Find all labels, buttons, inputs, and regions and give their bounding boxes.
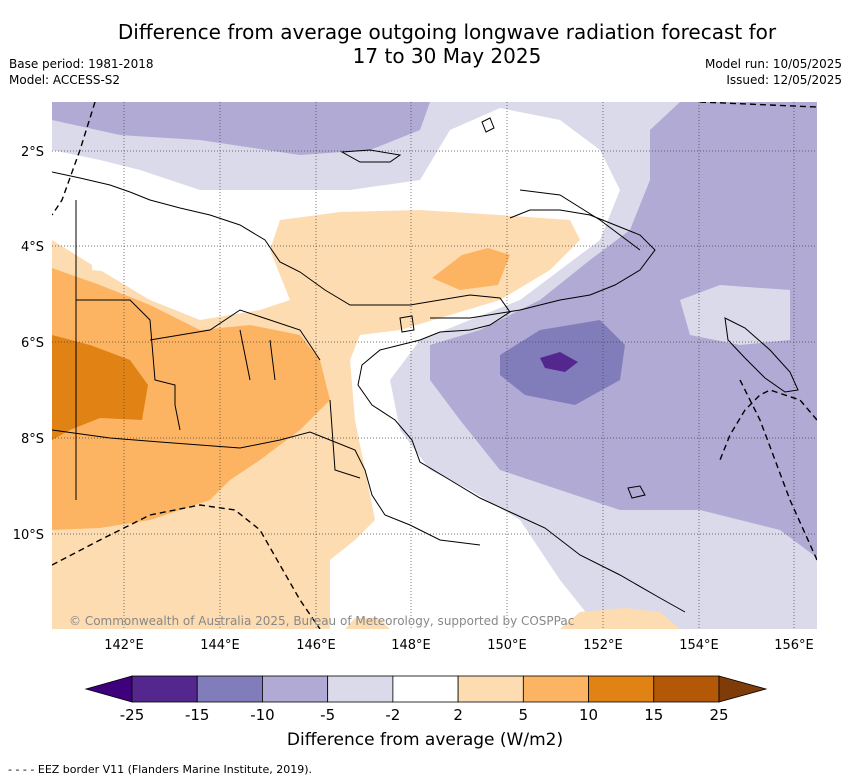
lon-label-154e: 154°E [679,638,719,653]
island-3 [627,485,646,499]
colorbar-label: Difference from average (W/m2) [286,730,564,750]
bougainville-coast [724,317,799,393]
title-line-2: 17 to 30 May 2025 [352,44,542,68]
latitude-labels: 2°S 4°S 6°S 8°S 10°S [13,145,44,543]
colorbar-tick-label: 25 [709,706,728,724]
anomaly-region-purple-6 [540,352,578,372]
anomaly-region-orange-1 [52,210,580,629]
colorbar-bin [653,675,720,703]
colorbar-tick-label: 5 [519,706,529,724]
new-guinea-coast [52,171,686,613]
south-coast [52,429,481,546]
meta-left: Base period: 1981-2018 Model: ACCESS-S2 [9,56,154,88]
lat-label-6s: 6°S [21,336,44,351]
lat-label-8s: 8°S [21,432,44,447]
colorbar-bin [131,675,198,703]
anomaly-region-white-1 [92,240,245,300]
lon-label-144e: 144°E [200,638,240,653]
colorbar-tick-label: -10 [250,706,275,724]
colorbar-bin [457,675,524,703]
copyright-text: © Commonwealth of Australia 2025, Bureau… [69,614,575,628]
map-area [52,102,817,629]
coastlines [52,117,799,613]
issued-date: Issued: 12/05/2025 [726,73,842,87]
colorbar-bin [262,675,329,703]
colorbar-tick-label: -5 [320,706,335,724]
lon-label-148e: 148°E [391,638,431,653]
colorbar-bin [588,675,655,703]
colorbar-bin [522,675,589,703]
new-ireland-coast [519,189,641,251]
meta-right: Model run: 10/05/2025 Issued: 12/05/2025 [705,56,842,88]
anomaly-region-orange-5 [560,608,680,629]
colorbar-tick-label: -25 [120,706,145,724]
longitude-labels: 142°E 144°E 146°E 148°E 150°E 152°E 154°… [104,638,814,653]
anomaly-region-orange-4 [432,248,510,290]
anomaly-region-purple-2 [52,102,430,155]
colorbar-tick-label: 10 [579,706,598,724]
map-title: Difference from average outgoing longwav… [0,20,850,68]
lon-label-152e: 152°E [583,638,623,653]
manus-island [340,149,402,163]
anomaly-region-orange-6 [345,618,390,629]
lon-label-142e: 142°E [104,638,144,653]
colorbar-tick-label: 15 [644,706,663,724]
lon-label-146e: 146°E [296,638,336,653]
title-line-1: Difference from average outgoing longwav… [117,20,777,44]
lat-label-4s: 4°S [21,240,44,255]
colorbar-extend-high [718,675,768,703]
lon-label-156e: 156°E [774,638,814,653]
anomaly-region-orange-2 [52,268,330,530]
colorbar-bin [392,675,459,703]
colorbar-bin [327,675,394,703]
island-2 [399,315,415,333]
colorbar-tick-label: -2 [385,706,400,724]
island-1 [481,117,495,133]
eez-footnote: - - - - EEZ border V11 (Flanders Marine … [8,763,313,776]
base-period: Base period: 1981-2018 [9,57,154,71]
colorbar-tick-label: -15 [185,706,210,724]
lat-label-10s: 10°S [13,528,44,543]
province-borders [76,299,361,479]
colorbar-tick-label: 2 [453,706,463,724]
model-name: Model: ACCESS-S2 [9,73,121,87]
anomaly-region-purple-4 [680,285,790,345]
eez-borders [52,102,817,629]
colorbar-extend-low [84,675,133,703]
model-run: Model run: 10/05/2025 [704,57,842,71]
new-britain-coast [430,209,656,319]
anomaly-region-purple-3 [430,102,817,558]
colorbar: -25 -15 -10 -5 -2 2 5 10 15 25 [84,675,768,724]
lat-label-2s: 2°S [21,145,44,160]
lon-label-150e: 150°E [487,638,527,653]
colorbar-bin [196,675,263,703]
